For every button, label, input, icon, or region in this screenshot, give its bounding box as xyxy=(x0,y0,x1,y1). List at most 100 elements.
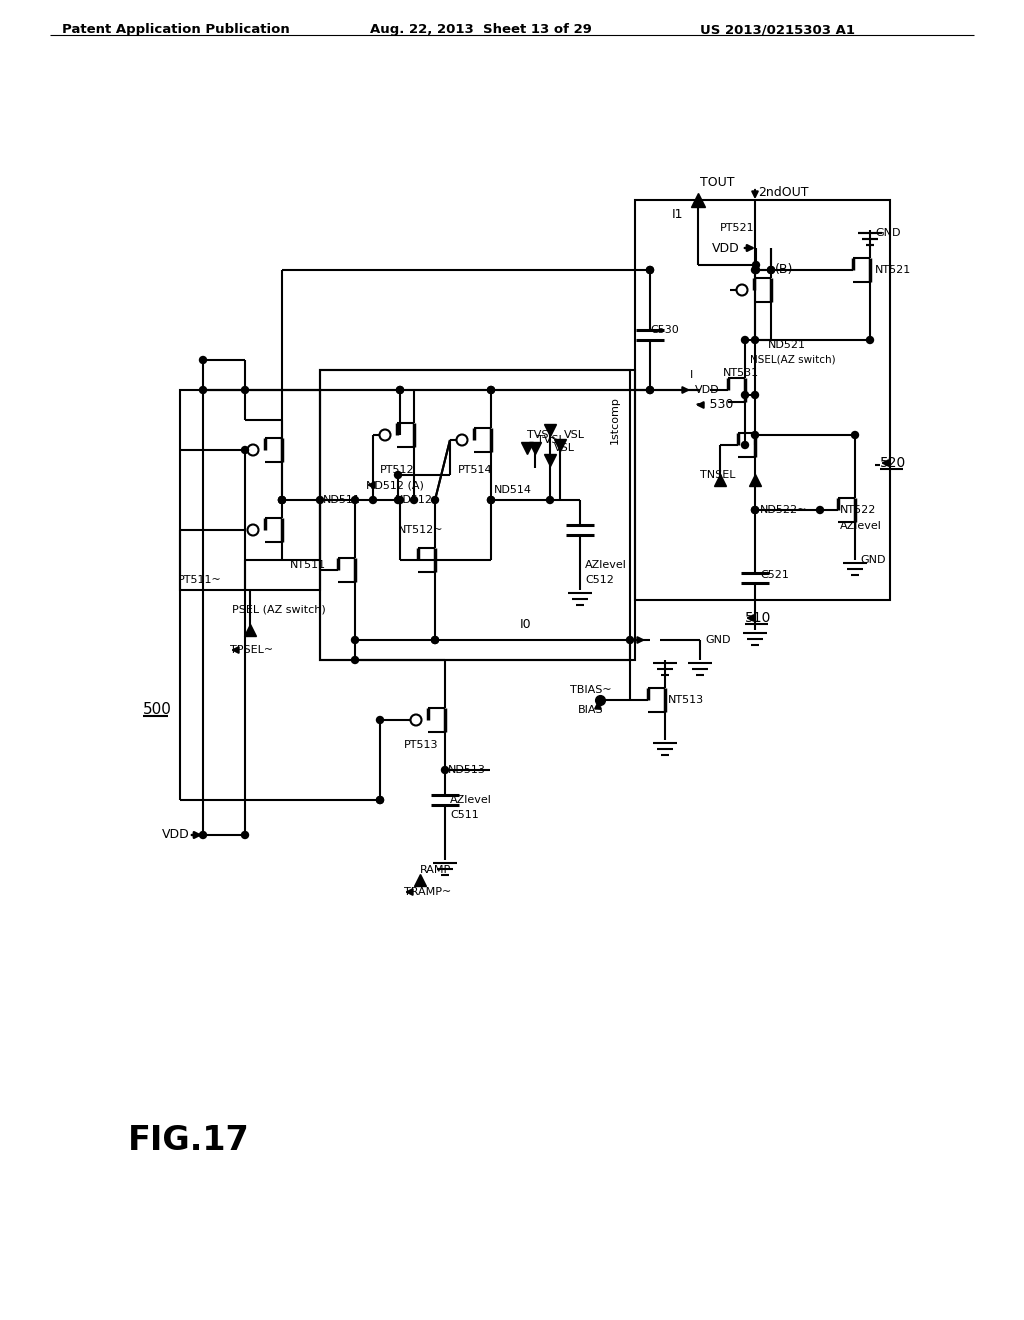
Text: TOUT: TOUT xyxy=(700,177,734,190)
Circle shape xyxy=(866,337,873,343)
Text: NT511: NT511 xyxy=(290,560,326,570)
Circle shape xyxy=(242,446,249,454)
Circle shape xyxy=(351,656,358,664)
Circle shape xyxy=(394,496,401,503)
Text: ND512 (A): ND512 (A) xyxy=(366,480,424,490)
Circle shape xyxy=(377,796,384,804)
Circle shape xyxy=(487,387,495,393)
Text: (B): (B) xyxy=(775,264,794,276)
Circle shape xyxy=(597,697,603,704)
Text: NT521: NT521 xyxy=(874,265,911,275)
Text: ND513: ND513 xyxy=(449,766,485,775)
Circle shape xyxy=(646,267,653,273)
Text: ND522~: ND522~ xyxy=(760,506,807,515)
Circle shape xyxy=(316,496,324,503)
Circle shape xyxy=(487,496,495,503)
Circle shape xyxy=(377,717,384,723)
Circle shape xyxy=(741,392,749,399)
Text: C521: C521 xyxy=(760,570,788,579)
Text: ND521: ND521 xyxy=(768,341,806,350)
Circle shape xyxy=(752,507,759,513)
Text: PT513: PT513 xyxy=(404,741,438,750)
Bar xyxy=(180,389,319,590)
Text: TVSL: TVSL xyxy=(537,436,565,445)
Text: 1stcomp: 1stcomp xyxy=(610,396,620,444)
Circle shape xyxy=(741,337,749,343)
Circle shape xyxy=(547,496,554,503)
Circle shape xyxy=(242,832,249,838)
Text: GND: GND xyxy=(874,228,900,238)
Circle shape xyxy=(753,267,760,273)
Circle shape xyxy=(752,507,759,513)
Text: I1: I1 xyxy=(672,209,683,222)
Circle shape xyxy=(431,636,438,644)
Bar xyxy=(319,370,635,660)
Circle shape xyxy=(646,387,653,393)
Text: PT514: PT514 xyxy=(458,465,493,475)
Circle shape xyxy=(627,636,634,644)
Text: C512: C512 xyxy=(585,576,613,585)
Circle shape xyxy=(487,496,495,503)
Text: GND: GND xyxy=(705,635,730,645)
Text: PT521: PT521 xyxy=(720,223,755,234)
Circle shape xyxy=(411,496,418,503)
Text: 510: 510 xyxy=(745,611,771,624)
Text: GND: GND xyxy=(860,554,886,565)
Text: BIAS: BIAS xyxy=(578,705,603,715)
Circle shape xyxy=(646,267,653,273)
Circle shape xyxy=(741,441,749,449)
Text: TBIAS~: TBIAS~ xyxy=(570,685,611,696)
Text: ND512: ND512 xyxy=(395,495,433,506)
Text: PSEL (AZ switch): PSEL (AZ switch) xyxy=(232,605,326,615)
Circle shape xyxy=(351,496,358,503)
Circle shape xyxy=(394,471,401,479)
Text: ~ 530: ~ 530 xyxy=(695,399,733,412)
Text: RAMP: RAMP xyxy=(420,865,452,875)
Text: C530: C530 xyxy=(650,325,679,335)
Text: AZlevel: AZlevel xyxy=(450,795,492,805)
Circle shape xyxy=(396,496,403,503)
Text: PT512: PT512 xyxy=(380,465,415,475)
Text: NT522: NT522 xyxy=(840,506,877,515)
Text: Patent Application Publication: Patent Application Publication xyxy=(62,24,290,37)
Text: TRAMP~: TRAMP~ xyxy=(404,887,452,898)
Text: AZlevel: AZlevel xyxy=(840,521,882,531)
Circle shape xyxy=(487,387,495,393)
Text: VDD: VDD xyxy=(712,242,739,255)
Bar xyxy=(319,370,630,660)
Circle shape xyxy=(431,496,438,503)
Text: NSEL(AZ switch): NSEL(AZ switch) xyxy=(750,355,836,366)
Text: VDD: VDD xyxy=(162,829,189,842)
Text: AZlevel: AZlevel xyxy=(585,560,627,570)
Bar xyxy=(635,201,890,601)
Text: C511: C511 xyxy=(450,810,479,820)
Circle shape xyxy=(752,432,759,438)
Circle shape xyxy=(752,392,759,399)
Text: 2ndOUT: 2ndOUT xyxy=(758,186,809,198)
Circle shape xyxy=(351,636,358,644)
Text: FIG.17: FIG.17 xyxy=(128,1123,250,1156)
Circle shape xyxy=(396,387,403,393)
Text: TNSEL: TNSEL xyxy=(700,470,735,480)
Text: 520: 520 xyxy=(880,455,906,470)
Text: ND514: ND514 xyxy=(494,484,532,495)
Circle shape xyxy=(441,767,449,774)
Text: VDD: VDD xyxy=(695,385,720,395)
Text: NT531: NT531 xyxy=(723,368,759,378)
Text: NT512~: NT512~ xyxy=(398,525,443,535)
Text: NT513: NT513 xyxy=(668,696,705,705)
Circle shape xyxy=(396,387,403,393)
Circle shape xyxy=(753,261,760,268)
Text: TPSEL~: TPSEL~ xyxy=(230,645,273,655)
Text: ND511: ND511 xyxy=(323,495,360,506)
Circle shape xyxy=(279,496,286,503)
Text: VSL: VSL xyxy=(554,444,575,453)
Circle shape xyxy=(431,636,438,644)
Circle shape xyxy=(752,267,759,273)
Circle shape xyxy=(200,356,207,363)
Circle shape xyxy=(279,496,286,503)
Text: Aug. 22, 2013  Sheet 13 of 29: Aug. 22, 2013 Sheet 13 of 29 xyxy=(370,24,592,37)
Circle shape xyxy=(752,337,759,343)
Circle shape xyxy=(370,496,377,503)
Circle shape xyxy=(279,496,286,503)
